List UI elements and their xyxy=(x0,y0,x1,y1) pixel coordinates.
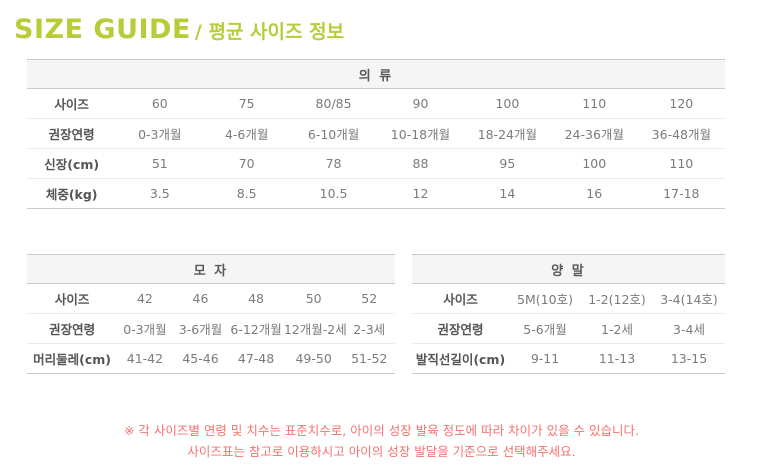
table-cell: 49-50 xyxy=(283,343,344,374)
row-label: 머리둘레(cm) xyxy=(27,343,118,374)
table-cell: 5M(10호) xyxy=(509,283,581,314)
table-row: 권장연령 0-3개월 4-6개월 6-10개월 10-18개월 18-24개월 … xyxy=(27,118,725,149)
table-cell: 42 xyxy=(117,283,173,314)
table-cell: 6-12개월 xyxy=(228,313,284,344)
table-row: 발직선길이(cm) 9-11 11-13 13-15 xyxy=(412,343,725,374)
table-body-socks: 양 말 사이즈 5M(10호) 1-2(12호) 3-4(14호) 권장연령 5… xyxy=(412,254,725,374)
table-cell: 5-6개월 xyxy=(509,313,581,344)
table-cell: 48 xyxy=(228,283,284,314)
table-cell: 46 xyxy=(172,283,229,314)
table-cell: 36-48개월 xyxy=(637,118,725,149)
table-row: 체중(kg) 3.5 8.5 10.5 12 14 16 17-18 xyxy=(27,178,725,209)
table-cell: 2-3세 xyxy=(343,313,395,344)
table-cell: 10.5 xyxy=(290,178,378,209)
footer-note-line-2: 사이즈표는 참고로 이용하시고 아이의 성장 발달을 기준으로 선택해주세요. xyxy=(187,444,576,459)
footer-note-line-1: ※ 각 사이즈별 연령 및 치수는 표준치수로, 아이의 성장 발육 정도에 따… xyxy=(123,423,640,438)
table-cell: 60 xyxy=(116,88,204,119)
table-cell: 100 xyxy=(463,88,551,119)
table-cell: 3.5 xyxy=(116,178,204,209)
table-cell: 1-2세 xyxy=(581,313,653,344)
table-body-clothing: 의 류 사이즈 60 75 80/85 90 100 110 120 권장연령 … xyxy=(27,59,725,209)
table-cell: 100 xyxy=(550,148,638,179)
size-table-clothing: 의 류 사이즈 60 75 80/85 90 100 110 120 권장연령 … xyxy=(27,59,725,209)
table-cell: 3-4(14호) xyxy=(652,283,725,314)
table-cell: 45-46 xyxy=(172,343,229,374)
table-cell: 1-2(12호) xyxy=(581,283,653,314)
table-cell: 41-42 xyxy=(117,343,173,374)
row-label: 사이즈 xyxy=(412,283,510,314)
table-cell: 3-6개월 xyxy=(172,313,229,344)
table-cell: 90 xyxy=(377,88,464,119)
table-band-row: 양 말 xyxy=(412,254,725,284)
table-row: 권장연령 5-6개월 1-2세 3-4세 xyxy=(412,313,725,344)
table-band-row: 의 류 xyxy=(27,59,725,89)
row-label: 권장연령 xyxy=(412,313,510,344)
table-row: 사이즈 60 75 80/85 90 100 110 120 xyxy=(27,88,725,119)
table-cell: 88 xyxy=(377,148,464,179)
size-table-hat: 모 자 사이즈 42 46 48 50 52 권장연령 0-3개월 3-6개월 … xyxy=(27,254,395,374)
table-cell: 0-3개월 xyxy=(117,313,173,344)
table-cell: 120 xyxy=(637,88,725,119)
table-row: 머리둘레(cm) 41-42 45-46 47-48 49-50 51-52 xyxy=(27,343,395,374)
table-band-label: 모 자 xyxy=(27,254,395,284)
table-cell: 11-13 xyxy=(581,343,653,374)
footer-note: ※ 각 사이즈별 연령 및 치수는 표준치수로, 아이의 성장 발육 정도에 따… xyxy=(0,420,763,462)
table-cell: 70 xyxy=(203,148,291,179)
page-title-main: SIZE GUIDE xyxy=(14,14,191,45)
table-row: 사이즈 42 46 48 50 52 xyxy=(27,283,395,314)
table-row: 사이즈 5M(10호) 1-2(12호) 3-4(14호) xyxy=(412,283,725,314)
row-label: 권장연령 xyxy=(27,118,117,149)
table-cell: 13-15 xyxy=(652,343,725,374)
table-cell: 14 xyxy=(463,178,551,209)
table-cell: 8.5 xyxy=(203,178,291,209)
table-cell: 78 xyxy=(290,148,378,179)
row-label: 발직선길이(cm) xyxy=(412,343,510,374)
table-cell: 18-24개월 xyxy=(463,118,551,149)
table-cell: 17-18 xyxy=(637,178,725,209)
row-label: 권장연령 xyxy=(27,313,118,344)
row-label: 체중(kg) xyxy=(27,178,117,209)
table-cell: 6-10개월 xyxy=(290,118,378,149)
table-cell: 51 xyxy=(116,148,204,179)
row-label: 사이즈 xyxy=(27,283,118,314)
table-cell: 80/85 xyxy=(290,88,378,119)
table-row: 권장연령 0-3개월 3-6개월 6-12개월 12개월-2세 2-3세 xyxy=(27,313,395,344)
table-cell: 51-52 xyxy=(343,343,395,374)
table-cell: 110 xyxy=(637,148,725,179)
row-label: 사이즈 xyxy=(27,88,117,119)
table-band-label: 양 말 xyxy=(412,254,725,284)
table-cell: 10-18개월 xyxy=(377,118,464,149)
table-cell: 50 xyxy=(283,283,344,314)
table-cell: 12개월-2세 xyxy=(283,313,347,344)
page-title-sub: / 평균 사이즈 정보 xyxy=(194,21,345,43)
table-cell: 9-11 xyxy=(509,343,581,374)
table-cell: 3-4세 xyxy=(652,313,725,344)
table-body-hat: 모 자 사이즈 42 46 48 50 52 권장연령 0-3개월 3-6개월 … xyxy=(27,254,395,374)
table-cell: 16 xyxy=(550,178,638,209)
table-cell: 75 xyxy=(203,88,291,119)
table-cell: 12 xyxy=(377,178,464,209)
table-cell: 95 xyxy=(463,148,551,179)
table-cell: 47-48 xyxy=(228,343,284,374)
page-title: SIZE GUIDE / 평균 사이즈 정보 xyxy=(14,14,344,45)
table-band-label: 의 류 xyxy=(27,59,725,89)
table-cell: 110 xyxy=(550,88,638,119)
table-cell: 4-6개월 xyxy=(203,118,291,149)
table-band-row: 모 자 xyxy=(27,254,395,284)
table-cell: 52 xyxy=(343,283,395,314)
table-cell: 24-36개월 xyxy=(550,118,638,149)
table-row: 신장(cm) 51 70 78 88 95 100 110 xyxy=(27,148,725,179)
row-label: 신장(cm) xyxy=(27,148,117,179)
table-cell: 0-3개월 xyxy=(116,118,204,149)
size-table-socks: 양 말 사이즈 5M(10호) 1-2(12호) 3-4(14호) 권장연령 5… xyxy=(412,254,725,374)
